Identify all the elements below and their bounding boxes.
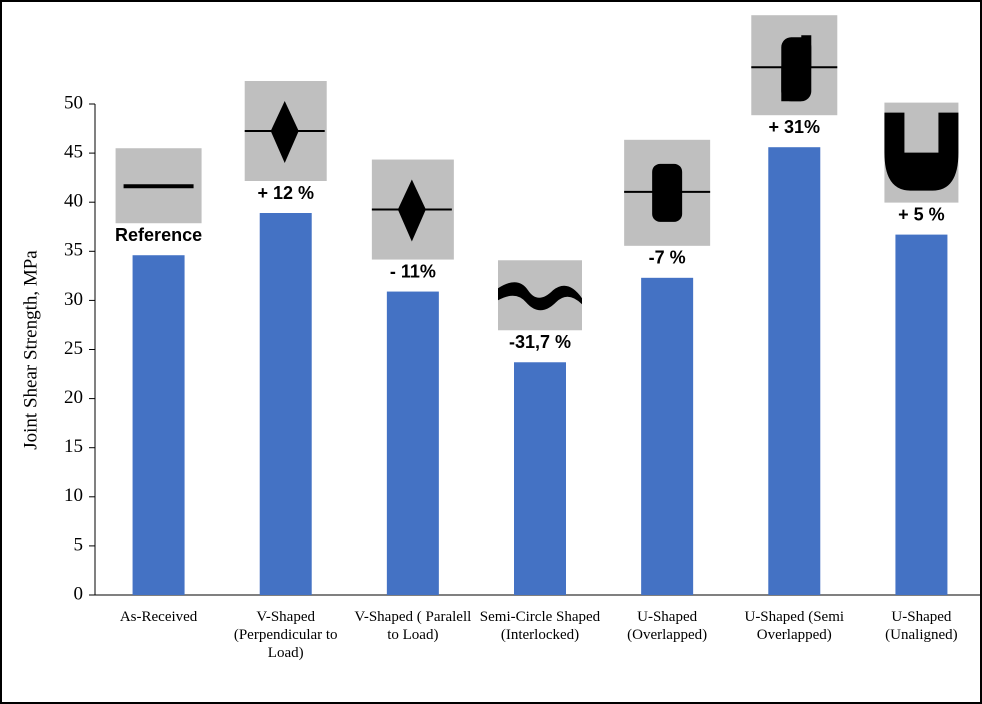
x-tick-label: V-Shaped (Perpendicular to Load) [233, 609, 338, 661]
joint-icon [371, 159, 454, 260]
joint-icon [244, 81, 327, 182]
y-tick-label: 5 [74, 534, 84, 555]
y-tick-label: 30 [64, 289, 83, 310]
icon-shape [781, 37, 812, 102]
bar-annotation: + 31% [769, 117, 821, 137]
y-tick-label: 0 [74, 583, 84, 604]
y-axis-label: Joint Shear Strength, MPa [20, 250, 41, 450]
bar [386, 291, 439, 595]
joint-icon [624, 139, 711, 246]
joint-icon [884, 102, 959, 203]
y-tick-label: 50 [64, 92, 83, 113]
bar-annotation: -31,7 % [509, 332, 571, 352]
y-tick-label: 45 [64, 141, 83, 162]
joint-icon [115, 148, 202, 224]
bar-annotation: -7 % [649, 248, 686, 268]
x-tick-label: V-Shaped ( Paralell to Load) [354, 609, 472, 643]
y-tick-label: 25 [64, 338, 83, 359]
bar [768, 147, 821, 595]
y-tick-label: 15 [64, 436, 83, 457]
x-tick-label: As-Received [119, 609, 198, 625]
y-tick-label: 35 [64, 240, 83, 261]
bar [895, 234, 948, 595]
y-tick-label: 20 [64, 387, 83, 408]
x-tick-label: U-Shaped (Unaligned) [885, 609, 958, 643]
x-tick-label: U-Shaped (Overlapped) [627, 609, 708, 643]
bar [514, 362, 566, 595]
x-tick-label: U-Shaped (Semi Overlapped) [744, 609, 845, 643]
x-tick-label: Semi-Circle Shaped (Interlocked) [479, 609, 601, 643]
bar-annotation: + 12 % [257, 183, 314, 203]
bar-annotation: + 5 % [898, 204, 945, 224]
icon-shape [884, 112, 959, 191]
icon-shape [498, 282, 582, 311]
joint-icon [498, 260, 582, 331]
bar [259, 213, 312, 595]
bar-annotation: Reference [115, 225, 202, 245]
bar [641, 277, 694, 595]
y-tick-label: 10 [64, 485, 83, 506]
bar-annotation: - 11% [390, 261, 436, 281]
bar [132, 255, 185, 595]
joint-icon [751, 15, 838, 116]
y-tick-label: 40 [64, 191, 83, 212]
